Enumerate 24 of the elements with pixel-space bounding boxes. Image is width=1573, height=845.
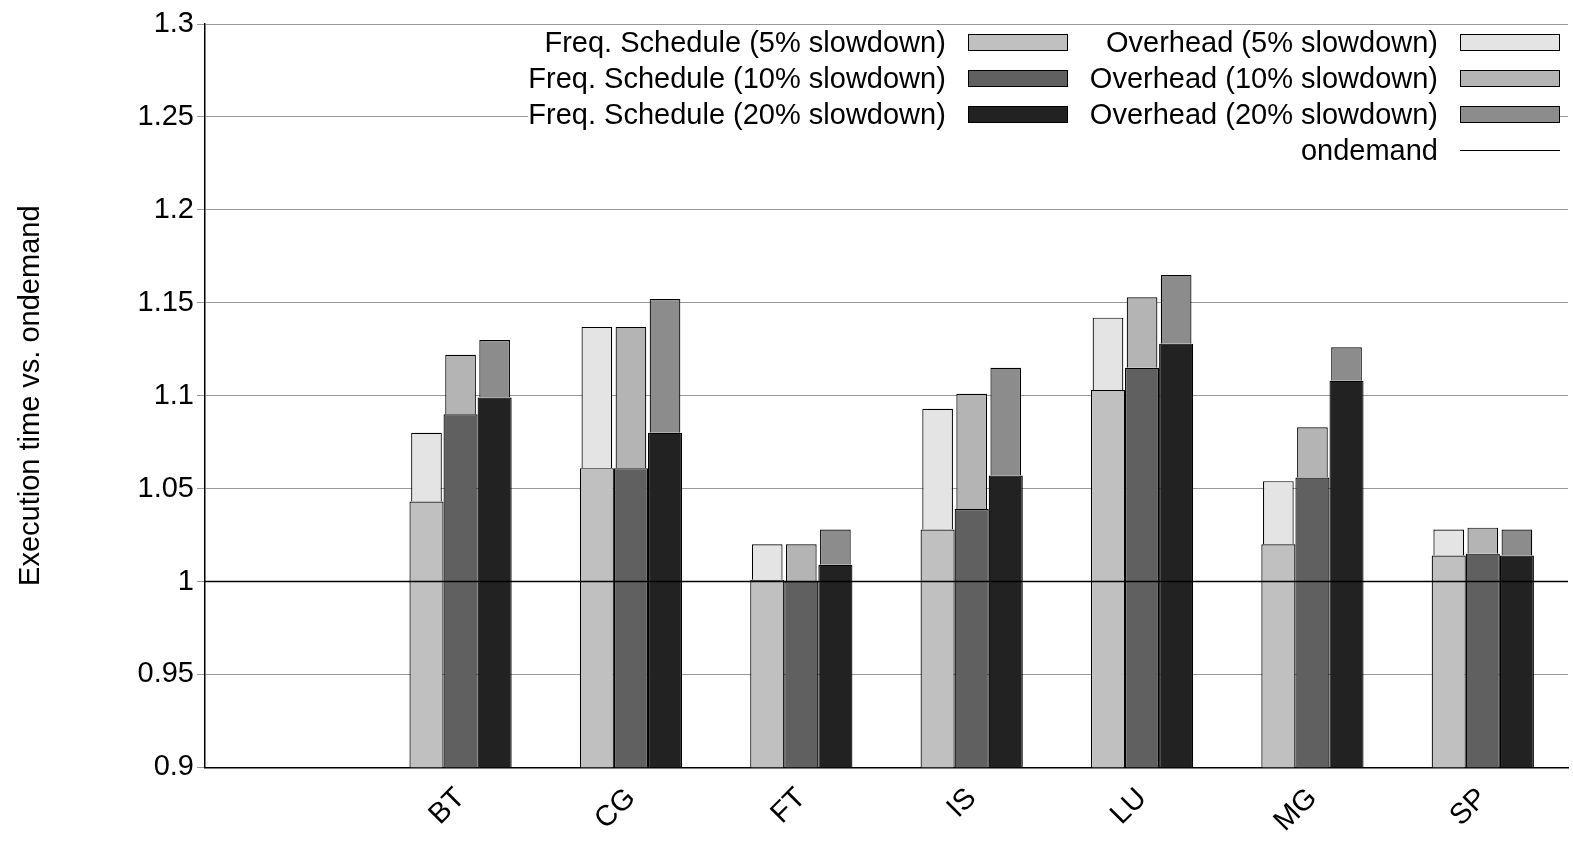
- x-tick-label: FT: [763, 780, 812, 829]
- legend-label: Freq. Schedule (10% slowdown): [528, 62, 946, 94]
- x-tick-label: MG: [1266, 780, 1323, 837]
- x-tick-label: LU: [1103, 780, 1152, 830]
- legend-label: Overhead (20% slowdown): [1089, 98, 1438, 130]
- x-tick-label: IS: [939, 780, 982, 823]
- y-tick-label: 1.05: [137, 470, 194, 503]
- legend-label: Freq. Schedule (5% slowdown): [544, 26, 946, 58]
- y-axis-title: Execution time vs. ondemand: [13, 205, 46, 586]
- legend-label: Freq. Schedule (20% slowdown): [528, 98, 946, 130]
- y-tick-label: 1.15: [137, 284, 194, 317]
- y-tick-label: 1.2: [153, 191, 194, 224]
- y-tick-label: 1.25: [137, 98, 194, 131]
- legend-label: Overhead (10% slowdown): [1089, 62, 1438, 94]
- y-tick-label: 1.3: [153, 6, 194, 38]
- legend-label: ondemand: [1300, 134, 1438, 166]
- y-tick-label: 1.1: [153, 377, 194, 410]
- x-tick-label: SP: [1442, 780, 1493, 831]
- legend-label: Overhead (5% slowdown): [1105, 26, 1438, 58]
- y-tick-label: 0.95: [137, 656, 194, 689]
- x-tick-label: CG: [587, 780, 641, 835]
- y-tick-label: 1: [177, 563, 194, 596]
- y-tick-label: 0.9: [153, 749, 194, 782]
- x-tick-label: BT: [421, 780, 471, 830]
